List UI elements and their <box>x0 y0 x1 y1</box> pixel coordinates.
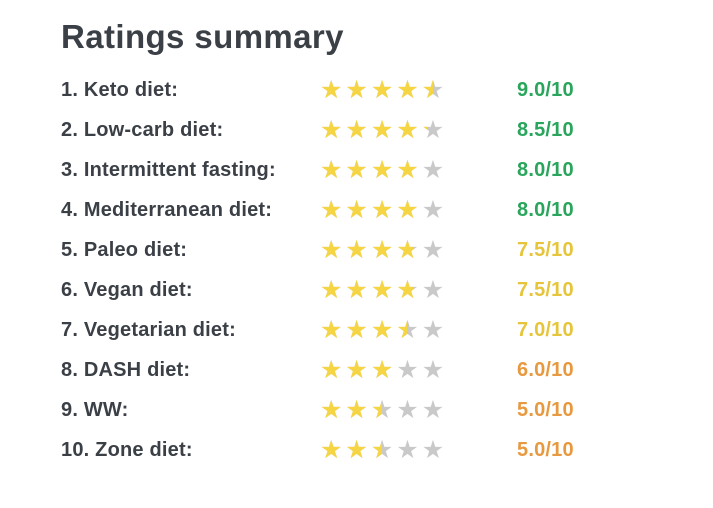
star-half-icon: ★★ <box>421 115 445 144</box>
star-empty-icon: ★ <box>421 435 445 464</box>
star-filled-icon: ★ ★ <box>320 275 343 304</box>
star-filled-icon: ★ ★ <box>345 395 368 424</box>
diet-label: 4. Mediterranean diet: <box>61 198 273 221</box>
star-filled-icon: ★ ★ <box>396 155 419 184</box>
rating-row: 1. Keto diet: ★★★★★★★★★★ 9.0/10 <box>61 70 713 110</box>
star-empty-icon: ★ <box>396 395 419 424</box>
diet-label: 7. Vegetarian diet: <box>61 318 236 341</box>
ratings-summary-panel: Ratings summary 1. Keto diet: ★★★★★★★★★★… <box>61 18 713 470</box>
star-empty-icon: ★ <box>421 235 445 264</box>
star-filled-icon: ★ ★ <box>370 195 394 224</box>
star-empty-icon: ★ <box>421 395 445 424</box>
star-filled-icon: ★ ★ <box>320 195 343 224</box>
star-filled-icon: ★ ★ <box>345 75 368 104</box>
star-filled-icon: ★ ★ <box>396 115 419 144</box>
star-filled-icon: ★ ★ <box>320 155 343 184</box>
star-half-icon: ★★ <box>396 315 419 344</box>
star-rating: ★★★★★★★★★ <box>320 155 517 184</box>
star-empty-icon: ★ <box>421 315 445 344</box>
star-filled-icon: ★ ★ <box>370 235 394 264</box>
star-filled-icon: ★ ★ <box>370 315 394 344</box>
star-filled-icon: ★ ★ <box>345 235 368 264</box>
star-filled-icon: ★ ★ <box>396 75 419 104</box>
score-value: 7.5/10 <box>517 278 574 301</box>
star-half-icon: ★★ <box>370 435 394 464</box>
star-filled-icon: ★ ★ <box>370 355 394 384</box>
star-half-icon: ★★ <box>421 75 445 104</box>
star-filled-icon: ★ ★ <box>320 235 343 264</box>
star-half-icon: ★★ <box>370 395 394 424</box>
diet-label: 5. Paleo diet: <box>61 238 188 261</box>
rating-row: 7. Vegetarian diet: ★★★★★★★★★ 7.0/10 <box>61 310 713 350</box>
star-filled-icon: ★ ★ <box>345 195 368 224</box>
score-value: 8.5/10 <box>517 118 574 141</box>
ratings-list: 1. Keto diet: ★★★★★★★★★★ 9.0/10 2. Low-c… <box>61 70 713 470</box>
star-empty-icon: ★ <box>421 275 445 304</box>
rating-row: 5. Paleo diet: ★ ★ ★ ★ ★ ★ ★ ★ ★ 7.5/10 <box>61 230 713 270</box>
star-rating: ★★★★★★★★ <box>320 435 517 464</box>
star-filled-icon: ★ ★ <box>370 115 394 144</box>
star-filled-icon: ★ ★ <box>320 395 343 424</box>
diet-label: 3. Intermittent fasting: <box>61 158 276 181</box>
star-empty-icon: ★ <box>396 355 419 384</box>
rating-row: 6. Vegan diet: ★ ★ ★ ★ ★ ★ ★ ★ ★ 7.5/10 <box>61 270 713 310</box>
diet-label: 10. Zone diet: <box>61 438 193 461</box>
score-value: 7.5/10 <box>517 238 574 261</box>
star-filled-icon: ★ ★ <box>345 275 368 304</box>
star-rating: ★★★★★★★★ <box>320 355 517 384</box>
score-value: 8.0/10 <box>517 198 574 221</box>
rating-row: 3. Intermittent fasting: ★ ★ ★ ★ ★ ★ ★ ★ ★ 8.0/1… <box>61 150 713 190</box>
star-empty-icon: ★ <box>421 195 445 224</box>
star-half-icon: ★★ <box>396 235 419 264</box>
star-filled-icon: ★ ★ <box>370 155 394 184</box>
star-filled-icon: ★ ★ <box>345 315 368 344</box>
star-empty-icon: ★ <box>396 435 419 464</box>
star-rating: ★★★★★★★★★ <box>320 315 517 344</box>
rating-row: 2. Low-carb diet: ★★★★★★★★★★ 8.5/10 <box>61 110 713 150</box>
star-rating: ★★★★★★★★★★ <box>320 115 517 144</box>
page-title: Ratings summary <box>61 18 344 55</box>
diet-label: 2. Low-carb diet: <box>61 118 224 141</box>
score-value: 5.0/10 <box>517 398 574 421</box>
star-half-icon: ★★ <box>396 275 419 304</box>
star-filled-icon: ★ ★ <box>320 355 343 384</box>
diet-label: 9. WW: <box>61 398 129 421</box>
score-value: 7.0/10 <box>517 318 574 341</box>
star-filled-icon: ★ ★ <box>320 75 343 104</box>
star-filled-icon: ★ ★ <box>345 115 368 144</box>
star-rating: ★★★★★★★★★ <box>320 235 517 264</box>
star-empty-icon: ★ <box>421 155 445 184</box>
star-filled-icon: ★ ★ <box>370 75 394 104</box>
star-filled-icon: ★ ★ <box>396 195 419 224</box>
diet-label: 6. Vegan diet: <box>61 278 193 301</box>
star-filled-icon: ★ ★ <box>320 115 343 144</box>
star-rating: ★★★★★★★★★ <box>320 275 517 304</box>
star-filled-icon: ★ ★ <box>345 355 368 384</box>
score-value: 6.0/10 <box>517 358 574 381</box>
diet-label: 8. DASH diet: <box>61 358 191 381</box>
rating-row: 8. DASH diet: ★ ★ ★ ★ ★ ★ ★ ★ 6.0/10 <box>61 350 713 390</box>
diet-label: 1. Keto diet: <box>61 78 179 101</box>
star-empty-icon: ★ <box>421 355 445 384</box>
star-filled-icon: ★ ★ <box>320 315 343 344</box>
score-value: 5.0/10 <box>517 438 574 461</box>
rating-row: 4. Mediterranean diet: ★ ★ ★ ★ ★ ★ ★ ★ ★ 8.0/10 <box>61 190 713 230</box>
rating-row: 10. Zone diet: ★★★★★★★★ 5.0/10 <box>61 430 713 470</box>
star-rating: ★★★★★★★★★ <box>320 195 517 224</box>
star-filled-icon: ★ ★ <box>370 275 394 304</box>
star-filled-icon: ★ ★ <box>345 435 368 464</box>
star-filled-icon: ★ ★ <box>345 155 368 184</box>
star-rating: ★★★★★★★★★★ <box>320 75 517 104</box>
score-value: 8.0/10 <box>517 158 574 181</box>
star-filled-icon: ★ ★ <box>320 435 343 464</box>
rating-row: 9. WW: ★★★★★★★★ 5.0/10 <box>61 390 713 430</box>
star-rating: ★★★★★★★★ <box>320 395 517 424</box>
score-value: 9.0/10 <box>517 78 574 101</box>
